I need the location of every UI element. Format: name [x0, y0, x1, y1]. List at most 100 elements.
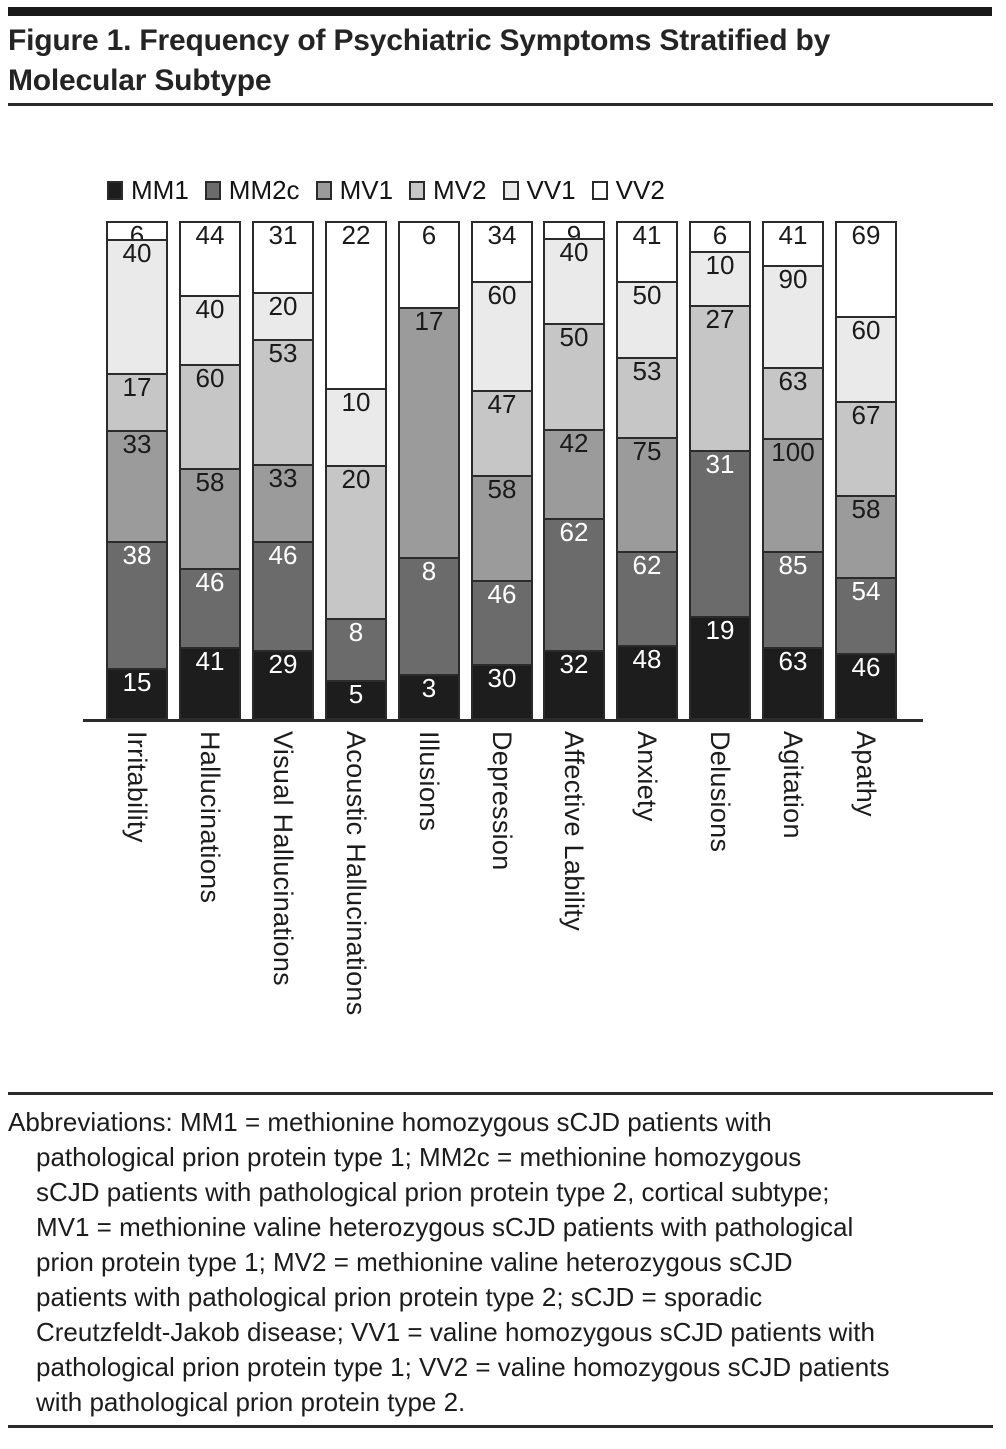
- segment-value-label: 5: [348, 679, 364, 709]
- bar-segment-mv1: 100: [762, 438, 824, 553]
- segment-value-label: 6: [712, 220, 728, 250]
- bar-segment-mm1: 46: [835, 653, 897, 720]
- segment-value-label: 60: [851, 315, 881, 345]
- legend-swatch-icon: [591, 181, 608, 200]
- bar-segment-mv2: 20: [325, 465, 387, 620]
- category-label: Depression: [487, 731, 517, 871]
- bar-segment-vv1: 50: [616, 281, 678, 359]
- bar-segment-mv1: 42: [543, 429, 605, 520]
- bar-segment-mm2c: 62: [616, 551, 678, 647]
- figure-title: Figure 1. Frequency of Psychiatric Sympt…: [8, 24, 831, 97]
- segment-value-label: 50: [559, 322, 589, 352]
- segment-value-label: 63: [778, 366, 808, 396]
- bar-segment-mm1: 19: [689, 616, 751, 720]
- segment-value-label: 8: [348, 617, 364, 647]
- bar-segment-mm1: 30: [471, 664, 533, 720]
- chart-legend: MM1 MM2c MV1 MV2 VV1 VV2: [107, 175, 665, 206]
- category-label: Irritability: [122, 731, 152, 843]
- segment-value-label: 6: [421, 220, 437, 250]
- bar-segment-mm2c: 8: [325, 618, 387, 682]
- segment-value-label: 32: [559, 649, 589, 679]
- legend-item-vv1: VV1: [502, 175, 576, 206]
- bar-segment-mv1: 58: [179, 468, 241, 570]
- bar-segment-mm2c: 31: [689, 450, 751, 618]
- segment-value-label: 41: [778, 220, 808, 250]
- segment-value-label: 69: [851, 220, 881, 250]
- bar-segment-mm2c: 46: [179, 568, 241, 649]
- bar-segment-mv1: 58: [835, 495, 897, 579]
- bar-segment-mm1: 15: [106, 668, 168, 720]
- bar-segment-mv2: 50: [543, 323, 605, 431]
- bar-segment-vv1: 40: [179, 295, 241, 366]
- segment-value-label: 40: [195, 294, 225, 324]
- bar-segment-mv1: 33: [106, 430, 168, 543]
- segment-value-label: 67: [851, 400, 881, 430]
- bar-segment-mv2: 67: [835, 401, 897, 497]
- segment-value-label: 46: [195, 567, 225, 597]
- bar-segment-mm1: 41: [179, 647, 241, 720]
- bar-segment-mm1: 32: [543, 650, 605, 720]
- bar-segment-mv1: 17: [398, 307, 460, 559]
- category-label: Illusions: [414, 731, 444, 832]
- bar-segment-vv1: 40: [543, 238, 605, 325]
- segment-value-label: 85: [778, 550, 808, 580]
- category-label: Acoustic Hallucinations: [341, 731, 371, 1016]
- segment-value-label: 44: [195, 220, 225, 250]
- segment-value-label: 54: [851, 576, 881, 606]
- legend-label: MM2c: [228, 175, 300, 205]
- bar-segment-vv1: 10: [325, 388, 387, 467]
- bar-segment-vv2: 31: [252, 221, 314, 294]
- legend-swatch-icon: [107, 181, 123, 200]
- category-label: Hallucinations: [195, 731, 225, 904]
- legend-label: VV1: [526, 175, 576, 205]
- stacked-bar: 9 40 50 42 62 32: [543, 221, 605, 720]
- bar-segment-mv2: 53: [616, 357, 678, 439]
- footnote-divider-top: [8, 1092, 993, 1095]
- segment-value-label: 34: [487, 220, 517, 250]
- bar-segment-mv1: 33: [252, 464, 314, 543]
- segment-value-label: 75: [632, 436, 662, 466]
- category-label: Delusions: [705, 731, 735, 853]
- top-rule: [8, 7, 992, 16]
- segment-value-label: 100: [771, 437, 815, 467]
- bar-segment-mm1: 63: [762, 647, 824, 720]
- bar-segment-vv2: 6: [398, 221, 460, 309]
- bar-segment-vv1: 20: [252, 292, 314, 341]
- legend-item-mm1: MM1: [107, 175, 189, 206]
- title-divider: [8, 103, 993, 106]
- segment-value-label: 53: [632, 356, 662, 386]
- footnote-divider-bottom: [8, 1425, 993, 1428]
- category-label: Anxiety: [632, 731, 662, 822]
- stacked-bar: 6 40 17 33 38 15: [106, 221, 168, 720]
- bar-segment-mv2: 17: [106, 373, 168, 432]
- segment-value-label: 60: [195, 363, 225, 393]
- legend-item-vv2: VV2: [591, 175, 665, 206]
- segment-value-label: 46: [268, 540, 298, 570]
- segment-value-label: 41: [632, 220, 662, 250]
- bar-segment-mm1: 29: [252, 650, 314, 720]
- legend-label: MV1: [339, 175, 394, 205]
- bar-segment-mv2: 53: [252, 339, 314, 466]
- segment-value-label: 62: [632, 550, 662, 580]
- segment-value-label: 3: [421, 673, 437, 703]
- bar-segment-vv1: 60: [835, 316, 897, 403]
- bar-segment-mm2c: 62: [543, 518, 605, 652]
- bar-segment-vv1: 60: [471, 281, 533, 392]
- segment-value-label: 90: [778, 264, 808, 294]
- stacked-bar: 22 10 20 8 5: [325, 221, 387, 720]
- stacked-bar: 69 60 67 58 54 46: [835, 221, 897, 720]
- segment-value-label: 47: [487, 389, 517, 419]
- segment-value-label: 46: [487, 579, 517, 609]
- segment-value-label: 50: [632, 280, 662, 310]
- bar-segment-vv2: 69: [835, 221, 897, 318]
- segment-value-label: 31: [705, 449, 735, 479]
- stacked-bar: 41 50 53 75 62 48: [616, 221, 678, 720]
- bar-segment-mm2c: 38: [106, 541, 168, 670]
- stacked-bar: 6 10 27 31 19: [689, 221, 751, 720]
- bar-segment-mv2: 27: [689, 305, 751, 452]
- segment-value-label: 58: [851, 494, 881, 524]
- segment-value-label: 10: [705, 250, 735, 280]
- legend-swatch-icon: [204, 181, 221, 200]
- segment-value-label: 48: [632, 644, 662, 674]
